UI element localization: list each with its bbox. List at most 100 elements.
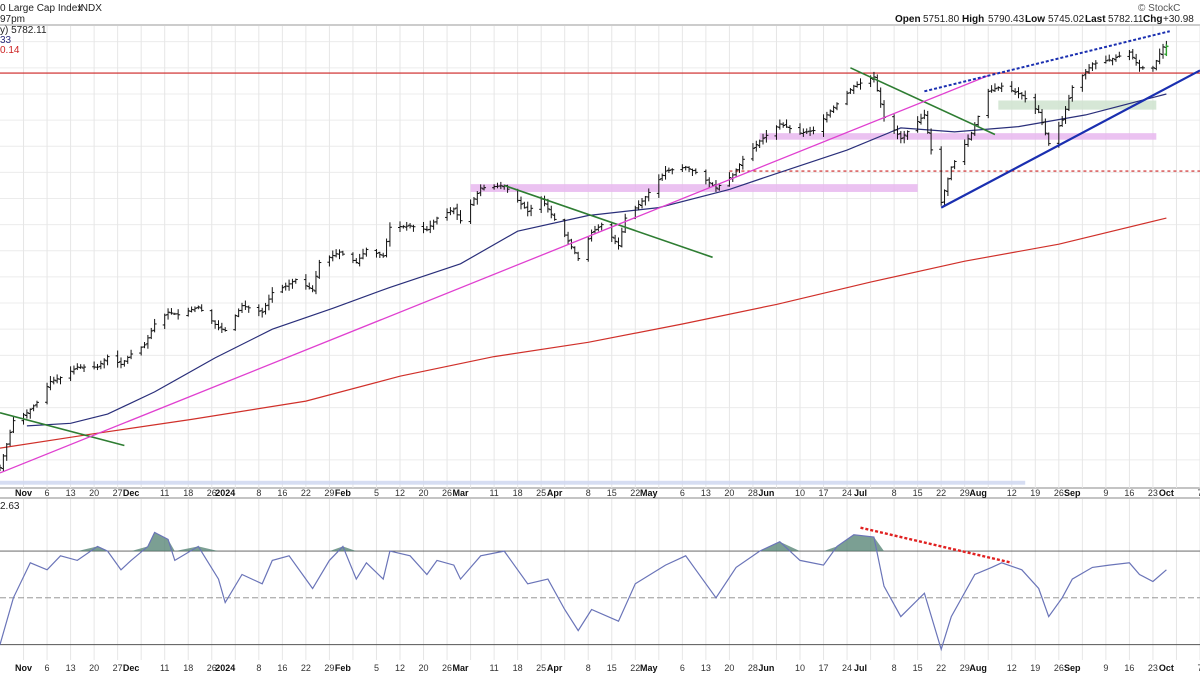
x-tick-label-rsi: 18 — [513, 663, 523, 673]
x-axis: NovNov66131320202727DecDec11111818262620… — [15, 488, 1200, 673]
ma200-legend: 0.14 — [0, 45, 20, 56]
price-bar — [663, 166, 668, 180]
high-label: High — [962, 14, 984, 25]
x-tick-label: 25 — [536, 488, 546, 498]
price-bar — [804, 128, 809, 135]
price-bar — [1140, 65, 1145, 70]
x-tick-label-rsi: 29 — [960, 663, 970, 673]
price-bar — [68, 366, 73, 382]
price-bar — [640, 197, 645, 209]
price-bar — [145, 334, 150, 349]
price-bar — [142, 342, 147, 349]
rsi-label: 2.63 — [0, 501, 20, 512]
chart-exchange: INDX — [78, 3, 102, 14]
x-tick-label-rsi: Dec — [123, 663, 140, 673]
price-bar — [166, 308, 171, 320]
price-bar — [162, 313, 167, 330]
x-tick-label: Oct — [1159, 488, 1174, 498]
x-tick-label-rsi: 26 — [1054, 663, 1064, 673]
x-tick-label-rsi: 11 — [160, 663, 169, 673]
price-bar — [411, 224, 416, 232]
price-bar — [687, 166, 692, 173]
price-bar — [24, 409, 29, 419]
x-tick-label: 15 — [607, 488, 617, 498]
price-bar — [421, 221, 426, 234]
price-bar — [828, 109, 833, 118]
x-tick-label-rsi: 23 — [1148, 663, 1158, 673]
price-bar — [834, 102, 839, 111]
price-bar — [1093, 60, 1098, 70]
price-bar — [821, 114, 826, 137]
price-bar — [58, 376, 63, 385]
x-tick-label: 6 — [680, 488, 685, 498]
price-bar — [875, 74, 880, 92]
zone-band — [759, 133, 1157, 140]
price-bar — [270, 287, 275, 303]
price-bar — [102, 358, 107, 369]
x-tick-label-rsi: Jul — [854, 663, 867, 673]
chg-value: +30.98 — [1163, 14, 1194, 25]
x-tick-label: 15 — [913, 488, 923, 498]
price-bar — [260, 307, 265, 318]
x-tick-label: 8 — [892, 488, 897, 498]
green-downtrend-nov — [0, 412, 125, 447]
price-bar — [243, 300, 248, 311]
price-bar — [858, 78, 863, 90]
x-tick-label-rsi: 12 — [1007, 663, 1017, 673]
price-bar — [1023, 90, 1028, 103]
zone-band — [0, 480, 1026, 485]
x-tick-label: 17 — [819, 488, 829, 498]
x-tick-label-rsi: Apr — [547, 663, 563, 673]
x-tick-label-rsi: 2024 — [215, 663, 235, 673]
price-bar — [199, 304, 204, 312]
price-bar — [209, 309, 214, 324]
price-bar — [310, 285, 315, 293]
watermark: © StockC — [1138, 3, 1180, 14]
price-bar — [498, 181, 503, 190]
price-bar — [196, 305, 201, 310]
price-bar — [781, 122, 786, 128]
band-layer — [0, 100, 1157, 485]
price-bar — [542, 195, 547, 207]
price-bar — [945, 177, 950, 196]
price-bar — [740, 155, 745, 170]
x-tick-label: 22 — [301, 488, 311, 498]
price-bar — [1013, 88, 1018, 95]
x-tick-label: 12 — [1007, 488, 1017, 498]
x-tick-label-rsi: Nov — [15, 663, 32, 673]
x-tick-label-rsi: 16 — [1124, 663, 1134, 673]
zone-band — [998, 100, 1157, 110]
x-tick-label-rsi: 29 — [324, 663, 334, 673]
price-bar — [646, 188, 651, 202]
price-bar — [129, 349, 134, 360]
price-bar — [599, 222, 604, 231]
price-bar — [28, 408, 33, 419]
price-bar — [592, 225, 597, 235]
x-tick-label-rsi: Aug — [969, 663, 987, 673]
x-tick-label-rsi: 15 — [913, 663, 923, 673]
rsi-divergence-line — [860, 526, 1013, 564]
chart-title: 0 Large Cap Index — [0, 3, 82, 14]
x-tick-label-rsi: 22 — [936, 663, 946, 673]
x-tick-label-rsi: 7 — [1197, 663, 1200, 673]
price-bar — [784, 119, 789, 128]
price-bar — [364, 247, 369, 257]
price-bar — [902, 130, 907, 144]
x-tick-label-rsi: May — [640, 663, 658, 673]
ma200-line — [0, 217, 1167, 449]
open-label: Open — [895, 14, 921, 25]
x-tick-label-rsi: 26 — [207, 663, 217, 673]
x-tick-label-rsi: 18 — [183, 663, 193, 673]
price-bar — [149, 327, 154, 340]
price-bar — [750, 143, 755, 162]
x-tick-label-rsi: Jun — [758, 663, 774, 673]
price-bar — [95, 363, 100, 371]
price-bar — [717, 184, 722, 191]
price-bar — [115, 350, 120, 368]
price-bar — [566, 231, 571, 245]
price-bar — [616, 237, 621, 250]
price-bar — [340, 250, 345, 256]
x-tick-label-rsi: 6 — [680, 663, 685, 673]
price-bar — [525, 201, 530, 217]
price-bar — [915, 116, 920, 133]
